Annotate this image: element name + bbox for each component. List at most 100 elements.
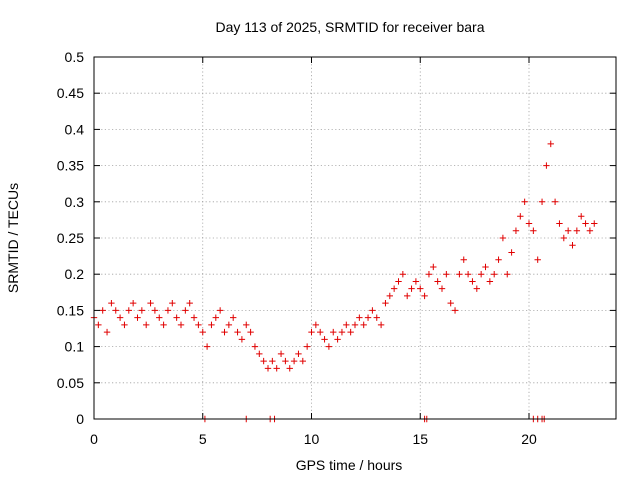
data-point bbox=[230, 314, 237, 321]
data-point bbox=[143, 321, 150, 329]
data-point bbox=[243, 321, 250, 329]
data-point bbox=[129, 299, 137, 307]
data-point bbox=[560, 234, 567, 242]
data-point bbox=[395, 278, 402, 285]
data-point bbox=[282, 357, 289, 365]
data-point bbox=[186, 299, 193, 307]
x-tick-label: 10 bbox=[304, 431, 320, 447]
data-point bbox=[356, 314, 363, 321]
data-point bbox=[521, 198, 528, 205]
data-point bbox=[338, 328, 346, 336]
data-point bbox=[360, 321, 367, 329]
data-point bbox=[525, 220, 533, 227]
data-point bbox=[377, 321, 385, 329]
data-point bbox=[586, 227, 594, 234]
data-point bbox=[447, 299, 454, 307]
x-tick-label: 20 bbox=[521, 431, 537, 447]
data-point bbox=[551, 198, 559, 205]
data-point bbox=[247, 328, 254, 336]
data-point bbox=[151, 307, 159, 314]
y-tick-label: 0 bbox=[76, 411, 84, 427]
data-point bbox=[538, 198, 546, 205]
data-point bbox=[290, 357, 298, 365]
y-tick-label: 0.45 bbox=[57, 85, 84, 101]
data-point bbox=[286, 365, 293, 372]
data-point bbox=[491, 271, 498, 278]
data-point bbox=[477, 271, 485, 278]
chart-title: Day 113 of 2025, SRMTID for receiver bar… bbox=[216, 19, 485, 35]
data-point bbox=[195, 321, 202, 329]
data-point bbox=[386, 292, 393, 300]
data-point bbox=[369, 307, 376, 314]
y-tick-label: 0.05 bbox=[57, 375, 84, 391]
data-point bbox=[451, 307, 459, 314]
data-point bbox=[317, 328, 324, 336]
data-point bbox=[169, 299, 176, 307]
y-tick-label: 0.15 bbox=[57, 302, 84, 318]
data-point bbox=[443, 271, 450, 278]
data-point bbox=[508, 249, 515, 256]
data-point bbox=[264, 365, 272, 372]
x-tick-label: 15 bbox=[412, 431, 428, 447]
data-point bbox=[103, 328, 111, 336]
grid bbox=[94, 57, 616, 419]
y-tick-label: 0.5 bbox=[65, 49, 85, 65]
data-point bbox=[404, 292, 411, 300]
axis-ticks bbox=[93, 56, 616, 420]
data-point bbox=[182, 307, 189, 314]
data-point bbox=[482, 263, 489, 271]
data-point bbox=[412, 278, 420, 285]
data-point bbox=[495, 256, 502, 263]
x-axis-title: GPS time / hours bbox=[296, 457, 403, 473]
data-point bbox=[434, 278, 441, 285]
data-point bbox=[582, 220, 589, 227]
data-point bbox=[251, 343, 259, 350]
data-point bbox=[216, 307, 224, 314]
data-point bbox=[464, 271, 472, 278]
data-point bbox=[330, 328, 337, 336]
data-point bbox=[116, 314, 124, 321]
data-point bbox=[299, 357, 306, 365]
data-point bbox=[164, 307, 172, 314]
data-point bbox=[321, 336, 328, 343]
data-point bbox=[578, 213, 585, 220]
data-point bbox=[260, 357, 267, 365]
data-point bbox=[147, 299, 154, 307]
y-tick-label: 0.25 bbox=[57, 230, 84, 246]
x-tick-label: 0 bbox=[90, 431, 98, 447]
data-point bbox=[277, 350, 285, 358]
data-point bbox=[569, 242, 576, 249]
data-point bbox=[347, 328, 354, 336]
data-point bbox=[190, 314, 198, 321]
data-point bbox=[303, 343, 311, 350]
y-tick-label: 0.4 bbox=[65, 121, 85, 137]
data-point bbox=[112, 307, 119, 314]
data-point bbox=[312, 321, 320, 329]
data-point bbox=[134, 314, 141, 321]
data-point bbox=[399, 271, 407, 278]
data-points bbox=[90, 140, 598, 372]
data-point bbox=[473, 285, 480, 292]
data-point bbox=[504, 271, 511, 278]
data-point bbox=[486, 278, 494, 285]
x-tick-label: 5 bbox=[199, 431, 207, 447]
data-point bbox=[438, 285, 446, 292]
data-point bbox=[160, 321, 167, 329]
data-point bbox=[364, 314, 372, 321]
data-point bbox=[390, 285, 398, 292]
data-point bbox=[469, 278, 476, 285]
y-tick-labels: 0 0.05 0.1 0.15 0.2 0.25 0.3 0.35 0.4 0.45 0.5 bbox=[57, 49, 84, 427]
data-point bbox=[156, 314, 163, 321]
data-point bbox=[177, 321, 185, 329]
data-point bbox=[95, 321, 102, 329]
data-point bbox=[382, 299, 389, 307]
y-tick-label: 0.3 bbox=[65, 194, 85, 210]
data-point bbox=[308, 328, 315, 336]
data-point bbox=[212, 314, 219, 321]
data-point bbox=[269, 357, 276, 365]
data-point bbox=[543, 162, 550, 169]
data-point bbox=[351, 321, 359, 329]
data-point bbox=[421, 292, 428, 300]
data-point bbox=[295, 350, 302, 358]
